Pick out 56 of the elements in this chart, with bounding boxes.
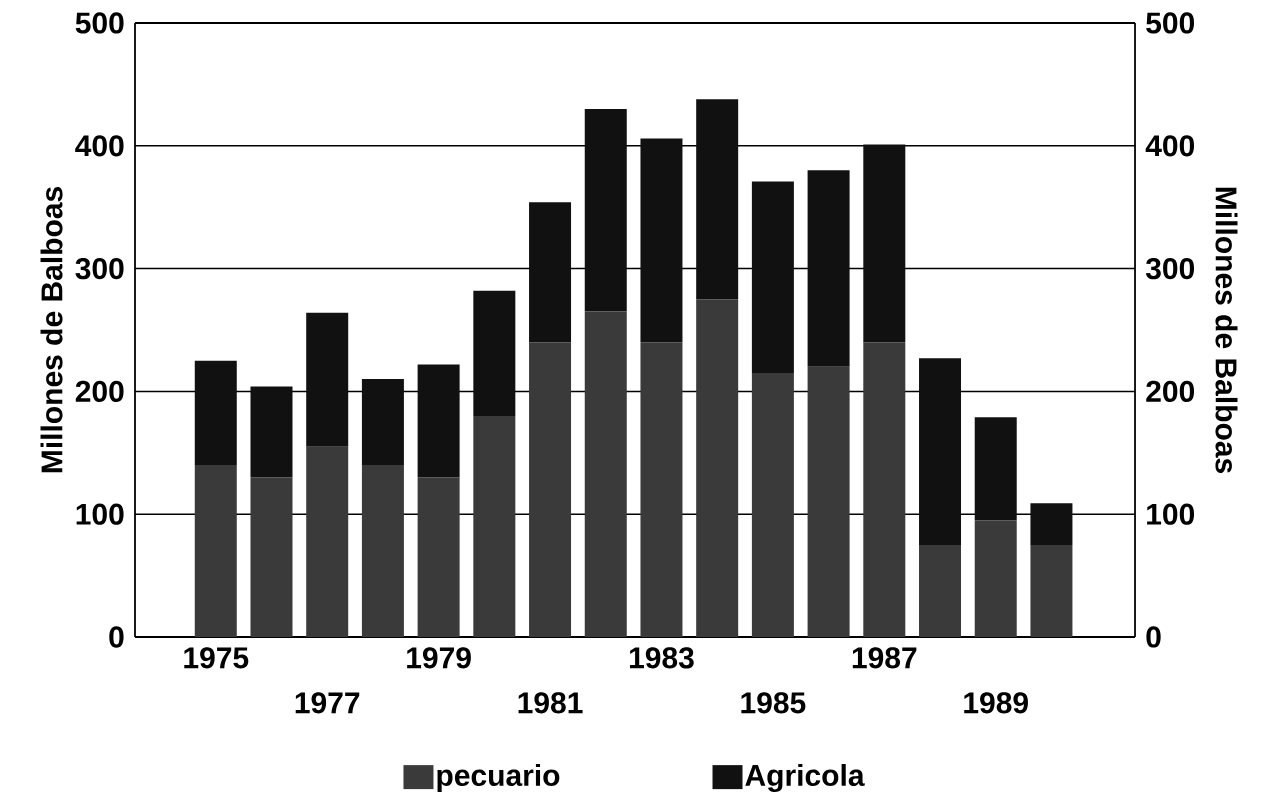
bar [473, 415, 516, 637]
bar [1030, 503, 1073, 545]
y2-tick-label: 200 [1146, 380, 1195, 403]
bar [640, 138, 683, 343]
y-axis-title: Millones de Balboas [40, 187, 63, 473]
bar [250, 386, 293, 478]
bar [306, 446, 349, 637]
bar [751, 181, 794, 373]
bar [194, 465, 237, 637]
bar [584, 108, 627, 312]
bar [306, 312, 349, 447]
y-tick-label: 200 [75, 380, 124, 403]
bar [529, 202, 572, 343]
bar [417, 477, 460, 637]
bar [361, 465, 404, 637]
x-tick-label: 1989 [964, 692, 1028, 714]
y-tick-label: 300 [75, 257, 124, 280]
y2-tick-label: 0 [1146, 626, 1161, 648]
y2-tick-label: 400 [1145, 135, 1195, 157]
bar [807, 170, 850, 367]
bar [250, 477, 293, 637]
x-tick-label: 1983 [629, 647, 694, 669]
bar [194, 360, 237, 466]
legend-label: pecuario [437, 764, 560, 792]
y-tick-label: 400 [75, 135, 124, 157]
y2-tick-label: 100 [1147, 503, 1195, 525]
bar [640, 342, 683, 637]
bar [529, 342, 572, 637]
bar [974, 520, 1017, 637]
bar [751, 372, 794, 637]
bar [974, 417, 1017, 521]
legend-label: Agricola [745, 764, 865, 793]
bar [696, 99, 739, 300]
bar [361, 379, 404, 466]
bar [807, 366, 850, 637]
x-tick-label: 1985 [741, 692, 806, 714]
bar [1030, 544, 1073, 637]
y2-tick-label: 500 [1146, 12, 1195, 34]
bar [473, 290, 516, 416]
bar [919, 544, 962, 637]
bar [584, 311, 627, 637]
x-tick-label: 1975 [184, 647, 249, 669]
bar [863, 342, 906, 637]
x-tick-label: 1977 [295, 692, 360, 714]
x-tick-label: 1987 [852, 647, 917, 669]
bar [696, 299, 739, 637]
x-tick-label: 1979 [407, 647, 471, 669]
bar [863, 144, 906, 343]
y-tick-label: 100 [76, 503, 124, 525]
y-tick-label: 0 [109, 626, 124, 648]
y2-axis-title: Millones de Balboas [1215, 187, 1238, 473]
y-tick-label: 500 [75, 12, 124, 34]
bar [417, 364, 460, 478]
y2-tick-label: 300 [1145, 257, 1195, 280]
bar [919, 358, 962, 545]
x-tick-label: 1981 [518, 692, 583, 714]
